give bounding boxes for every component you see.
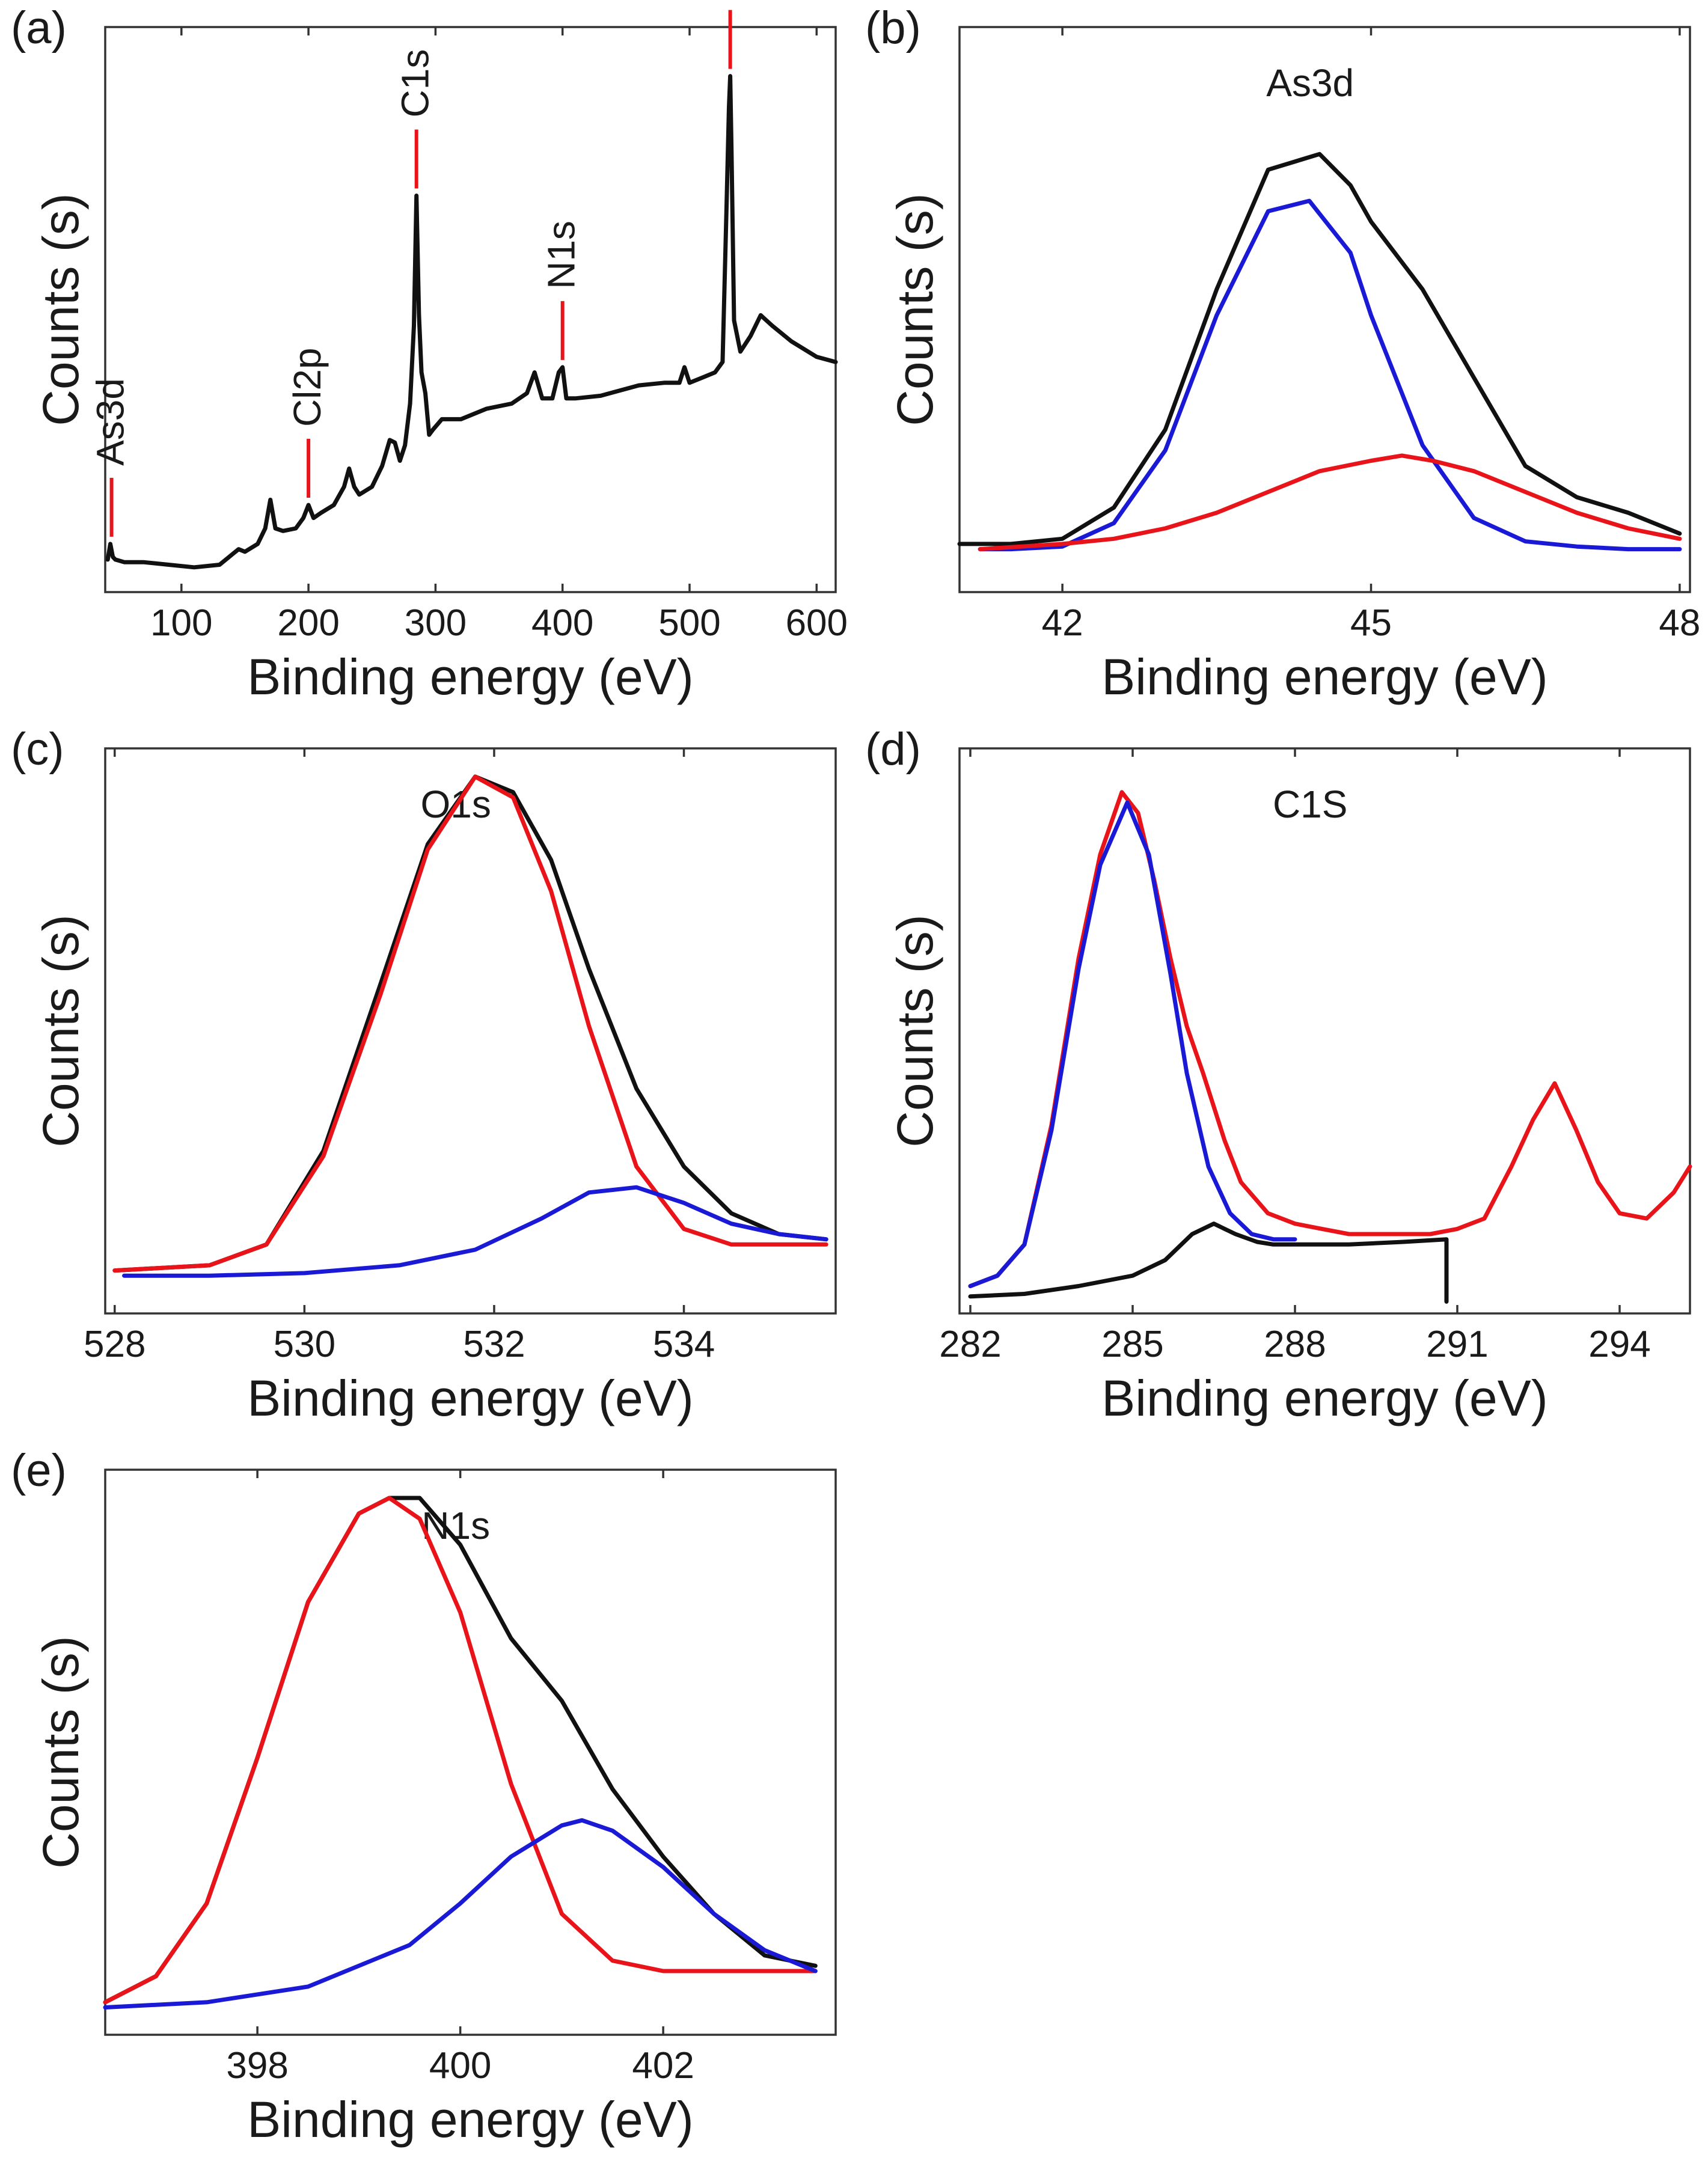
x-tick-label: 528	[84, 1324, 145, 1365]
x-axis-label: Binding energy (eV)	[1101, 649, 1547, 705]
x-tick-label: 288	[1264, 1324, 1326, 1365]
chart-panel-c: (c) 528 530 532 534 Binding energy (eV) Counts…	[11, 724, 837, 1426]
y-axis-label: Counts (s)	[887, 914, 943, 1147]
series-component-1	[112, 774, 828, 1273]
x-tick-label: 530	[274, 1324, 335, 1365]
series-envelope	[957, 151, 1682, 546]
series-component-1	[978, 198, 1682, 552]
x-axis-label: Binding energy (eV)	[247, 2091, 693, 2148]
x-tick-label: 200	[277, 602, 339, 644]
peak-title: As3d	[1266, 61, 1354, 105]
x-tick-label: 100	[150, 602, 212, 644]
series-raw	[968, 790, 1692, 1288]
plot-frame	[958, 26, 1691, 593]
panel-label: (c)	[11, 724, 64, 775]
plot-frame	[104, 26, 837, 593]
y-axis-label: Counts (s)	[32, 193, 89, 426]
series-survey	[105, 74, 838, 570]
x-tick-label: 45	[1350, 602, 1392, 644]
chart-panel-b: (b) 42 45 48 Binding energy (eV) Counts (s) As…	[865, 2, 1700, 705]
series-fit	[968, 800, 1297, 1288]
x-tick-label: 600	[786, 602, 848, 644]
panel-label: (a)	[11, 2, 67, 53]
y-axis-label: Counts (s)	[32, 1636, 89, 1868]
peak-annotation: N1s	[540, 221, 583, 289]
x-tick-label: 282	[939, 1324, 1001, 1365]
series-component-2	[122, 1185, 828, 1278]
x-tick-label: 48	[1659, 602, 1700, 644]
peak-title: C1S	[1273, 783, 1348, 826]
x-tick-label: 291	[1426, 1324, 1488, 1365]
x-tick-label: 398	[226, 2045, 288, 2086]
panel-label: (e)	[11, 1445, 67, 1496]
x-tick-label: 532	[463, 1324, 525, 1365]
chart-panel-e: (e) 398 400 402 Binding energy (eV) Counts (s…	[11, 1445, 837, 2148]
panel-label: (b)	[865, 2, 921, 53]
plot-frame	[104, 747, 837, 1315]
x-axis-label: Binding energy (eV)	[1101, 1370, 1547, 1426]
x-tick-label: 400	[531, 602, 593, 644]
series-component	[968, 1221, 1449, 1304]
peak-annotation: C1s	[394, 49, 437, 118]
x-tick-label: 402	[632, 2045, 694, 2086]
peak-annotation: Cl2p	[286, 347, 329, 427]
x-tick-label: 400	[429, 2045, 491, 2086]
x-axis-label: Binding energy (eV)	[247, 1370, 693, 1426]
series-component-2	[978, 453, 1682, 552]
series-component-1	[103, 1496, 818, 2005]
x-tick-label: 300	[405, 602, 467, 644]
chart-panel-d: (d) 282 285 288 291 294 Binding energy (eV) Cou…	[865, 724, 1692, 1426]
x-tick-label: 294	[1588, 1324, 1650, 1365]
panel-label: (d)	[865, 724, 921, 775]
series-envelope	[103, 1496, 818, 2005]
chart-panel-a: (a) 100 200 300 400 500 600 Binding energy (eV)…	[11, 2, 848, 705]
peak-annotation: As3d	[89, 378, 132, 466]
x-tick-label: 500	[658, 602, 720, 644]
x-axis-label: Binding energy (eV)	[247, 649, 693, 705]
x-tick-label: 42	[1042, 602, 1083, 644]
x-tick-label: 285	[1101, 1324, 1163, 1365]
y-axis-label: Counts (s)	[32, 914, 89, 1147]
plot-frame	[104, 1469, 837, 2036]
series-envelope	[112, 774, 828, 1273]
series-component-2	[103, 1818, 818, 2010]
plot-frame	[958, 747, 1691, 1315]
y-axis-label: Counts (s)	[887, 193, 943, 426]
x-tick-label: 534	[653, 1324, 715, 1365]
